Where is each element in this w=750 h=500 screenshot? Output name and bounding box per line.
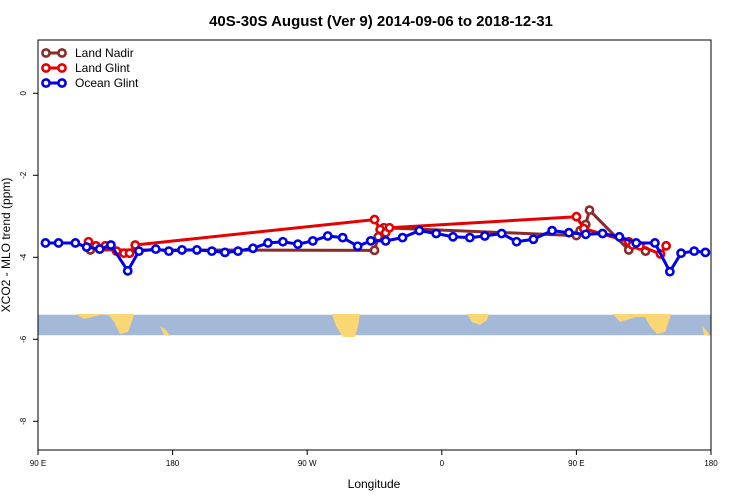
- map-land-australia: [76, 314, 134, 334]
- plot-area: [37, 39, 712, 451]
- legend-item: Ocean Glint: [41, 76, 139, 90]
- data-point: [220, 247, 230, 258]
- data-point: [277, 236, 288, 247]
- legend-marker: [41, 78, 51, 88]
- data-point: [496, 228, 507, 239]
- data-point: [369, 245, 380, 256]
- data-point: [352, 241, 363, 252]
- data-point: [70, 238, 81, 248]
- data-point: [263, 238, 273, 248]
- data-point: [373, 231, 384, 242]
- map-land-south-america: [332, 314, 360, 337]
- series-layer: [40, 205, 711, 277]
- data-point: [206, 246, 217, 257]
- data-point: [448, 231, 458, 242]
- data-point: [511, 236, 522, 247]
- data-point: [307, 235, 318, 246]
- x-axis: 90 E 180 90 W 0 90 E 180: [30, 450, 718, 468]
- data-point: [81, 242, 92, 252]
- x-tick-label: 180: [166, 459, 180, 468]
- x-tick-label: 0: [440, 459, 445, 468]
- y-tick-label: -2: [19, 171, 28, 179]
- data-point: [397, 232, 408, 243]
- data-point: [571, 211, 582, 222]
- data-point: [528, 234, 539, 245]
- y-tick-label: -4: [19, 253, 28, 261]
- legend-marker: [57, 78, 67, 88]
- legend-marker: [57, 48, 67, 58]
- legend-item: Land Glint: [41, 61, 130, 75]
- map-ocean: [38, 314, 711, 336]
- x-tick-label: 90 E: [30, 459, 46, 468]
- legend-label: Land Nadir: [75, 46, 134, 60]
- series-ocean-glint: [40, 225, 711, 277]
- data-point: [464, 232, 475, 243]
- map-land-south-africa: [467, 314, 489, 325]
- y-axis: 0 -2 -4 -6 -8: [19, 91, 38, 425]
- map-land-new-zealand-repeat: [702, 326, 710, 336]
- data-point: [614, 231, 625, 242]
- data-point: [676, 248, 686, 259]
- legend-item: Land Nadir: [41, 46, 134, 60]
- data-point: [122, 265, 133, 276]
- data-point: [94, 244, 105, 254]
- data-point: [106, 240, 116, 250]
- chart-title: 40S-30S August (Ver 9) 2014-09-06 to 201…: [209, 13, 553, 30]
- x-tick-label: 180: [704, 459, 718, 468]
- data-point: [689, 246, 700, 257]
- data-point: [163, 246, 174, 257]
- map-land-new-zealand: [160, 326, 170, 336]
- data-point: [700, 247, 711, 258]
- y-tick-label: -8: [19, 417, 28, 425]
- data-point: [369, 214, 380, 225]
- y-tick-label: 0: [19, 91, 28, 96]
- legend-label: Ocean Glint: [75, 76, 139, 90]
- data-point: [337, 232, 348, 243]
- data-point: [431, 228, 442, 239]
- data-point: [40, 238, 51, 248]
- y-axis-label: XCO2 - MLO trend (ppm): [0, 178, 13, 313]
- data-point: [479, 231, 490, 241]
- data-point: [124, 248, 135, 259]
- data-point: [661, 240, 672, 251]
- data-point: [631, 238, 642, 248]
- data-point: [292, 239, 303, 250]
- data-point: [177, 245, 187, 255]
- data-point: [150, 244, 161, 254]
- data-point: [650, 238, 660, 248]
- data-point: [192, 245, 202, 255]
- data-point: [584, 205, 595, 216]
- map-land-australia-repeat: [613, 314, 671, 334]
- y-tick-label: -6: [19, 335, 28, 343]
- data-point: [322, 231, 333, 241]
- data-point: [414, 225, 425, 236]
- data-point: [134, 246, 144, 257]
- data-point: [580, 229, 591, 240]
- data-point: [664, 266, 675, 277]
- data-point: [53, 238, 64, 248]
- data-point: [248, 243, 258, 254]
- data-point: [597, 228, 608, 239]
- data-point: [384, 222, 395, 233]
- data-point: [233, 246, 243, 257]
- legend-label: Land Glint: [75, 61, 130, 75]
- x-tick-label: 90 W: [298, 459, 317, 468]
- data-point: [380, 235, 391, 246]
- x-axis-label: Longitude: [348, 477, 401, 491]
- legend-marker: [41, 48, 51, 58]
- map-band: [38, 314, 711, 337]
- x-tick-label: 90 E: [568, 459, 584, 468]
- legend-marker: [41, 63, 51, 73]
- data-point: [547, 225, 557, 236]
- data-point: [564, 227, 574, 238]
- data-point: [365, 235, 376, 246]
- legend-marker: [57, 63, 67, 73]
